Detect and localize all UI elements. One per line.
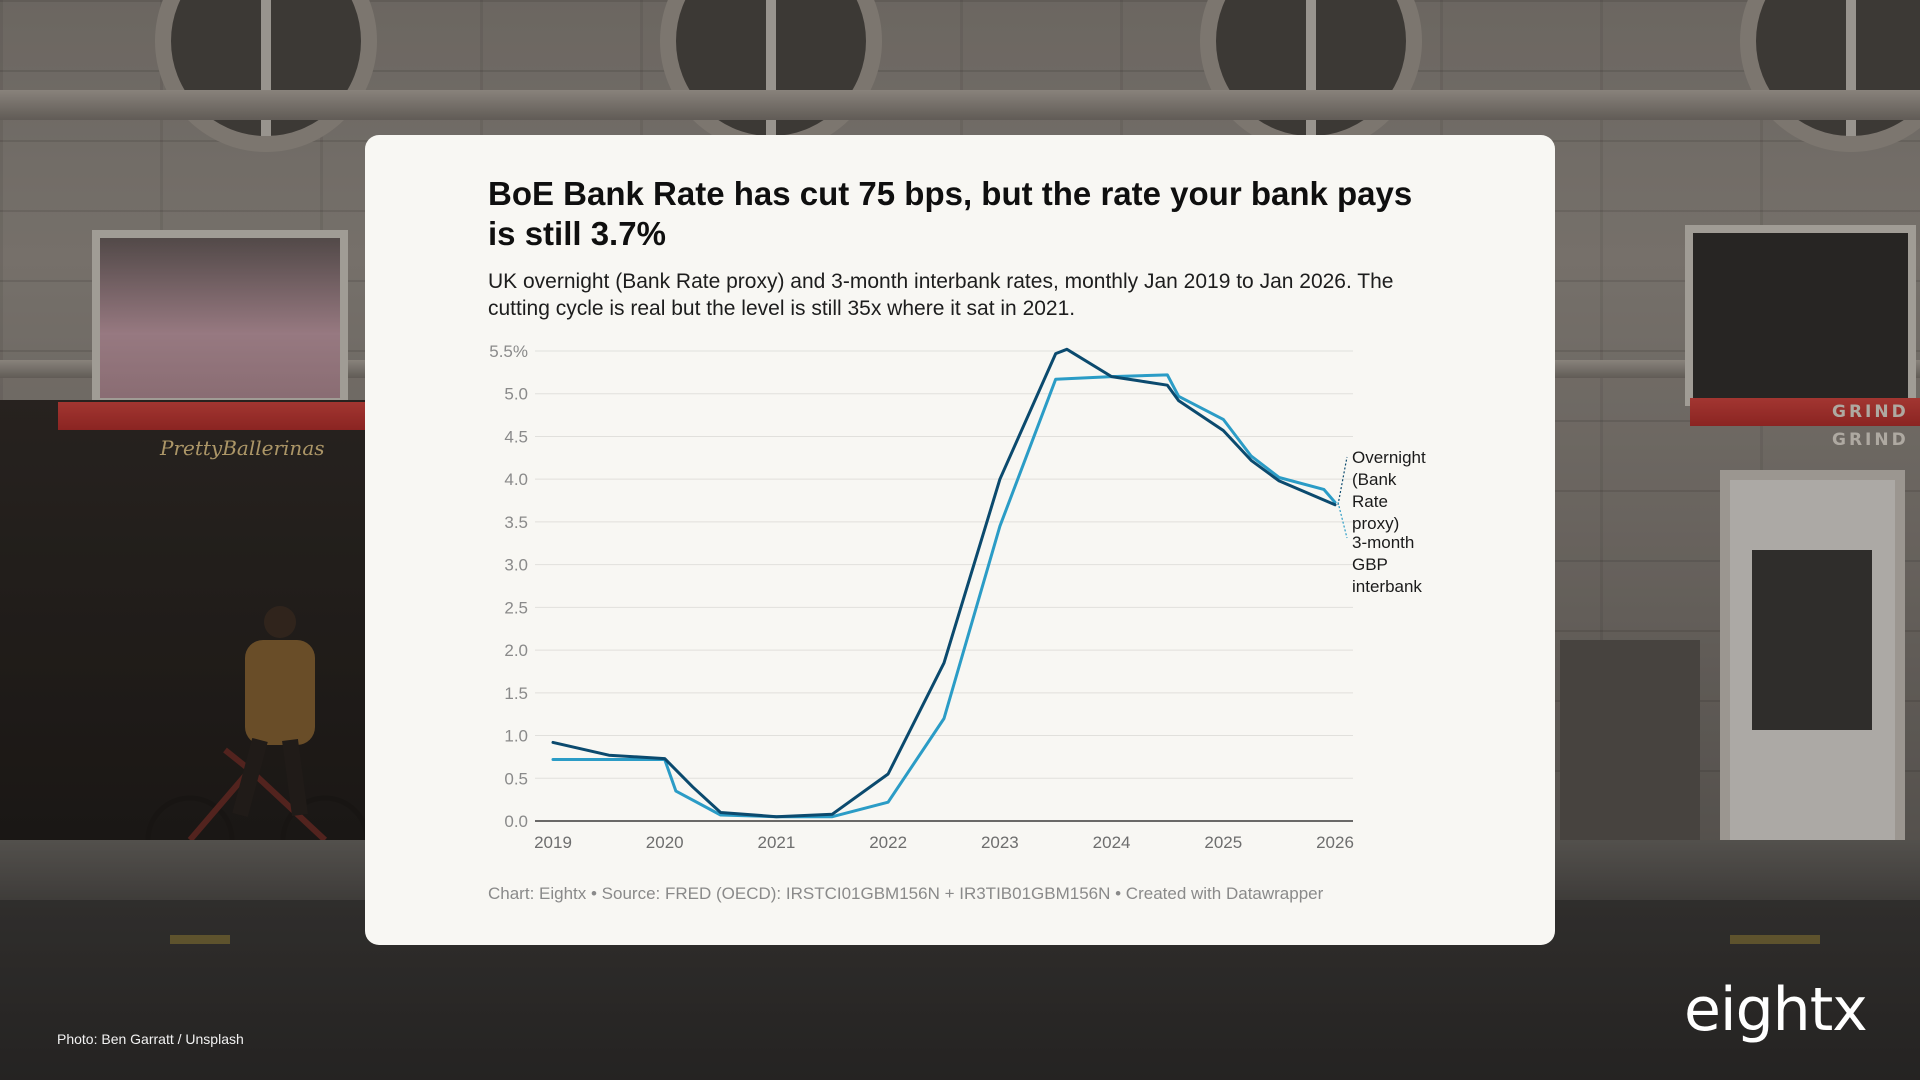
cornice <box>0 90 1920 120</box>
y-tick-label: 2.5 <box>504 598 528 617</box>
y-tick-label: 3.0 <box>504 556 528 575</box>
x-tick-label: 2022 <box>869 833 907 852</box>
chart-title: BoE Bank Rate has cut 75 bps, but the ra… <box>488 175 1413 252</box>
y-tick-label: 5.0 <box>504 385 528 404</box>
shopfront-left <box>0 400 380 860</box>
series-label-3month-interbank: 3-month <box>1352 533 1414 552</box>
eightx-logo: eightx <box>1684 975 1868 1045</box>
x-axis: 2019 2020 2021 2022 2023 2024 2025 2026 <box>534 833 1354 852</box>
series-line-3month-interbank <box>551 373 1337 819</box>
shop-sign-right-text: GRIND <box>1832 402 1909 422</box>
y-tick-label: 4.0 <box>504 470 528 489</box>
x-tick-label: 2023 <box>981 833 1019 852</box>
y-tick-label: 0.5 <box>504 769 528 788</box>
chart-gridlines <box>535 350 1353 822</box>
x-tick-label: 2025 <box>1204 833 1242 852</box>
y-tick-label: 1.0 <box>504 727 528 746</box>
x-tick-label: 2021 <box>758 833 796 852</box>
y-tick-label: 3.5 <box>504 513 528 532</box>
y-tick-label: 4.5 <box>504 427 528 446</box>
chart-series <box>551 347 1337 819</box>
road-marking <box>1730 935 1820 944</box>
series-label-overnight: (Bank <box>1352 470 1397 489</box>
chart-source-footer: Chart: Eightx • Source: FRED (OECD): IRS… <box>488 884 1324 903</box>
x-tick-label: 2024 <box>1093 833 1131 852</box>
cyclist-figure <box>145 606 370 880</box>
label-connector <box>1337 502 1348 539</box>
series-labels: Overnight (Bank Rate proxy)3-month GBP interb… <box>1337 448 1426 596</box>
series-label-3month-interbank: interbank <box>1352 577 1422 596</box>
road-marking <box>170 935 230 944</box>
y-tick-label: 2.0 <box>504 641 528 660</box>
shop-sign-right-text: GRIND <box>1832 430 1909 450</box>
y-tick-label: 0.0 <box>504 812 528 831</box>
shop-sign-right <box>1690 398 1920 426</box>
shop-sign-left-text: PrettyBallerinas <box>160 436 325 460</box>
chart-subtitle: UK overnight (Bank Rate proxy) and 3-mon… <box>488 270 1394 320</box>
x-tick-label: 2019 <box>534 833 572 852</box>
y-tick-label: 1.5 <box>504 684 528 703</box>
stone-pier <box>1560 640 1700 860</box>
chart-card <box>365 135 1555 945</box>
x-tick-label: 2020 <box>646 833 684 852</box>
photo-credit: Photo: Ben Garratt / Unsplash <box>57 1031 244 1047</box>
shop-sign-left <box>58 402 368 430</box>
series-label-3month-interbank: GBP <box>1352 555 1388 574</box>
series-label-overnight: Overnight <box>1352 448 1426 467</box>
series-line-overnight <box>551 347 1337 819</box>
series-label-overnight: Rate <box>1352 492 1388 511</box>
x-tick-label: 2026 <box>1316 833 1354 852</box>
y-axis: 0.0 0.5 1.0 1.5 2.0 2.5 3.0 3.5 4.0 4.5 5.0 5.5% <box>489 342 528 831</box>
series-label-overnight: proxy) <box>1352 514 1399 533</box>
label-connector <box>1337 456 1348 505</box>
y-tick-label: 5.5% <box>489 342 528 361</box>
